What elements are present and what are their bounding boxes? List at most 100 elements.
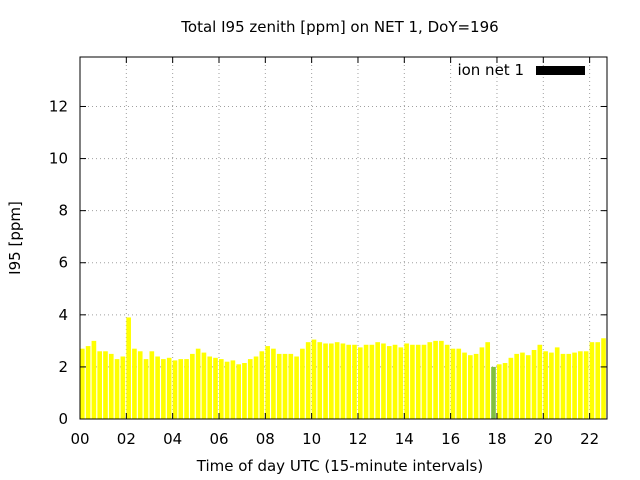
bar — [294, 356, 299, 419]
bar — [172, 360, 178, 419]
bar — [410, 344, 415, 419]
bar — [392, 344, 398, 419]
bar — [520, 352, 525, 419]
x-axis-ticks: 00 02 04 06 08 10 12 14 16 18 20 22 — [70, 57, 599, 448]
bar — [178, 359, 184, 419]
bar — [311, 339, 317, 419]
x-axis-label: Time of day UTC (15-minute intervals) — [196, 457, 483, 475]
legend-label: ion net 1 — [457, 61, 524, 79]
bar — [114, 359, 120, 419]
bar — [468, 355, 473, 419]
x-tick-label: 20 — [534, 430, 553, 448]
bar — [213, 357, 218, 419]
bar — [265, 346, 270, 419]
bar — [236, 364, 241, 419]
bar — [334, 342, 340, 419]
bar — [595, 342, 601, 419]
x-tick-label: 04 — [163, 430, 182, 448]
legend: ion net 1 — [457, 61, 585, 79]
grid-lines — [80, 57, 607, 419]
bar — [201, 352, 207, 419]
bar — [276, 353, 282, 419]
bar — [398, 347, 404, 419]
bar — [288, 353, 294, 419]
y-tick-label: 0 — [58, 410, 68, 428]
bar — [363, 344, 369, 419]
bar — [340, 343, 346, 419]
bar — [415, 344, 421, 419]
bar — [496, 364, 502, 419]
bar — [91, 340, 97, 419]
bars — [80, 317, 606, 419]
bar — [485, 342, 491, 419]
bar — [166, 357, 172, 419]
bar — [537, 344, 543, 419]
bar — [143, 359, 149, 419]
bar — [271, 348, 276, 419]
bar — [253, 356, 259, 419]
bar — [184, 359, 189, 419]
bar — [525, 355, 531, 419]
bar — [508, 357, 514, 419]
bar — [578, 351, 583, 419]
bar — [155, 356, 160, 419]
y-axis-label: I95 [ppm] — [6, 201, 24, 275]
bar — [479, 347, 485, 419]
bar — [161, 359, 166, 419]
bar — [230, 360, 236, 419]
y-tick-label: 10 — [49, 150, 68, 168]
x-tick-label: 08 — [256, 430, 275, 448]
bar — [549, 352, 554, 419]
chart-title: Total I95 zenith [ppm] on NET 1, DoY=196 — [180, 18, 498, 36]
bar — [346, 344, 352, 419]
bar — [375, 342, 380, 419]
bar — [473, 353, 479, 419]
y-axis-ticks: 0 2 4 6 8 10 12 — [49, 97, 607, 428]
bar — [352, 344, 357, 419]
bar — [560, 353, 566, 419]
x-tick-label: 10 — [302, 430, 321, 448]
bar — [543, 351, 548, 419]
bar — [323, 343, 328, 419]
bar — [329, 343, 334, 419]
y-tick-label: 4 — [58, 306, 68, 324]
bar — [433, 340, 438, 419]
bar — [108, 353, 114, 419]
bar — [305, 342, 311, 419]
bar — [404, 343, 409, 419]
bar — [85, 346, 91, 419]
bar — [195, 348, 201, 419]
bar — [132, 348, 137, 419]
bar — [317, 342, 323, 419]
y-tick-label: 6 — [58, 254, 68, 272]
bar — [531, 349, 537, 419]
bar — [601, 338, 606, 419]
y-tick-label: 12 — [49, 97, 68, 115]
x-tick-label: 02 — [117, 430, 136, 448]
x-tick-label: 14 — [395, 430, 414, 448]
bar — [120, 356, 126, 419]
bar — [386, 346, 392, 419]
bar — [247, 359, 253, 419]
bar — [439, 340, 444, 419]
x-tick-label: 00 — [70, 430, 89, 448]
bar — [357, 347, 363, 419]
bar — [462, 352, 467, 419]
bar — [427, 342, 433, 419]
x-tick-label: 12 — [348, 430, 367, 448]
x-tick-label: 22 — [580, 430, 599, 448]
bar — [242, 363, 247, 419]
x-tick-label: 16 — [441, 430, 460, 448]
x-tick-label: 18 — [487, 430, 506, 448]
bar — [224, 361, 230, 419]
x-tick-label: 06 — [209, 430, 228, 448]
legend-swatch — [536, 66, 585, 75]
y-tick-label: 8 — [58, 202, 68, 220]
bar — [421, 344, 427, 419]
bar — [572, 352, 577, 419]
bar — [300, 348, 305, 419]
bar — [137, 351, 143, 419]
bar — [583, 351, 589, 419]
bar — [369, 344, 375, 419]
